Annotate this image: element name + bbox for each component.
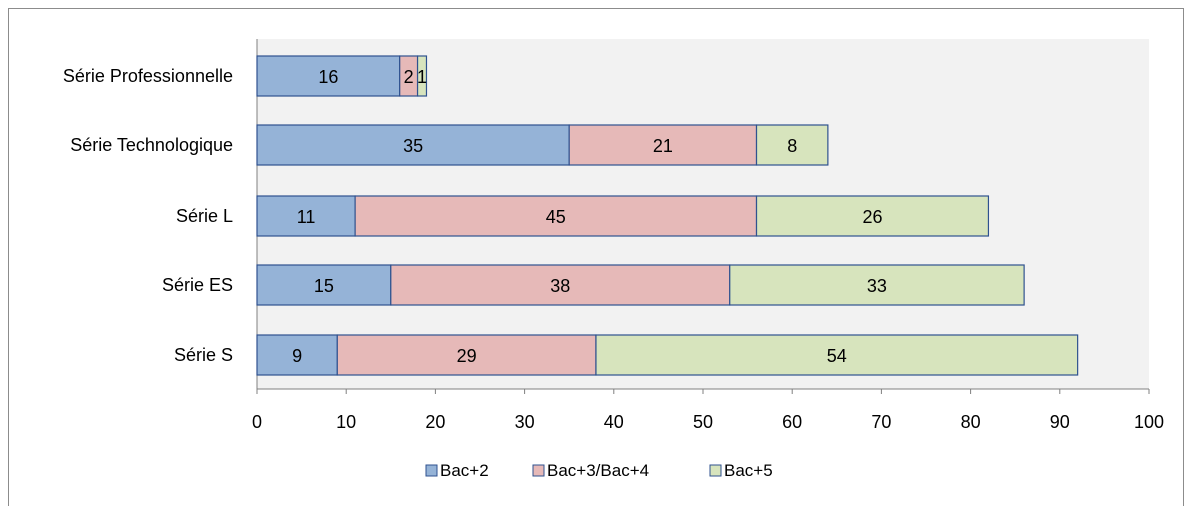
bar-value-label: 35	[403, 136, 423, 156]
legend-swatch	[532, 464, 545, 477]
bar-value-label: 33	[867, 276, 887, 296]
category-label: Série Professionnelle	[63, 66, 233, 86]
bar-segment	[568, 124, 758, 166]
x-tick-label: 20	[425, 412, 445, 432]
x-tick-label: 30	[515, 412, 535, 432]
bar-value-label: 38	[550, 276, 570, 296]
bar-value-label: 16	[318, 67, 338, 87]
bar-segment	[256, 334, 338, 376]
x-tick-label: 10	[336, 412, 356, 432]
x-tick-label: 40	[604, 412, 624, 432]
bar-value-label: 54	[827, 346, 847, 366]
bar-segment	[256, 55, 401, 97]
category-label: Série ES	[162, 275, 233, 295]
bar-segment	[595, 334, 1079, 376]
category-label: Série Technologique	[70, 135, 233, 155]
bar-value-label: 8	[787, 136, 797, 156]
bar-segment	[354, 195, 758, 237]
legend-label: Bac+2	[440, 461, 489, 480]
x-tick-label: 60	[782, 412, 802, 432]
legend-swatch	[709, 464, 722, 477]
bar-segment	[256, 195, 356, 237]
category-label: Série L	[176, 206, 233, 226]
x-tick-label: 90	[1050, 412, 1070, 432]
legend-swatch	[425, 464, 438, 477]
bar-value-label: 2	[404, 67, 414, 87]
bar-value-label: 15	[314, 276, 334, 296]
bar-segment	[416, 55, 428, 97]
x-tick-label: 80	[961, 412, 981, 432]
bar-value-label: 1	[417, 67, 427, 87]
x-tick-label: 70	[871, 412, 891, 432]
bar-value-label: 11	[297, 207, 316, 227]
bar-segment	[755, 124, 829, 166]
x-tick-label: 0	[252, 412, 262, 432]
bar-value-label: 29	[457, 346, 477, 366]
legend-label: Bac+3/Bac+4	[547, 461, 649, 480]
bar-segment	[729, 264, 1025, 306]
bar-segment	[390, 264, 731, 306]
legend-label: Bac+5	[724, 461, 773, 480]
bar-segment	[336, 334, 597, 376]
bar-segment	[256, 264, 392, 306]
bar-segment	[755, 195, 990, 237]
x-tick-label: 50	[693, 412, 713, 432]
bar-value-label: 9	[292, 346, 302, 366]
category-label: Série S	[174, 345, 233, 365]
x-tick-label: 100	[1134, 412, 1164, 432]
bar-value-label: 21	[653, 136, 673, 156]
bar-value-label: 26	[862, 207, 882, 227]
bar-value-label: 45	[546, 207, 566, 227]
